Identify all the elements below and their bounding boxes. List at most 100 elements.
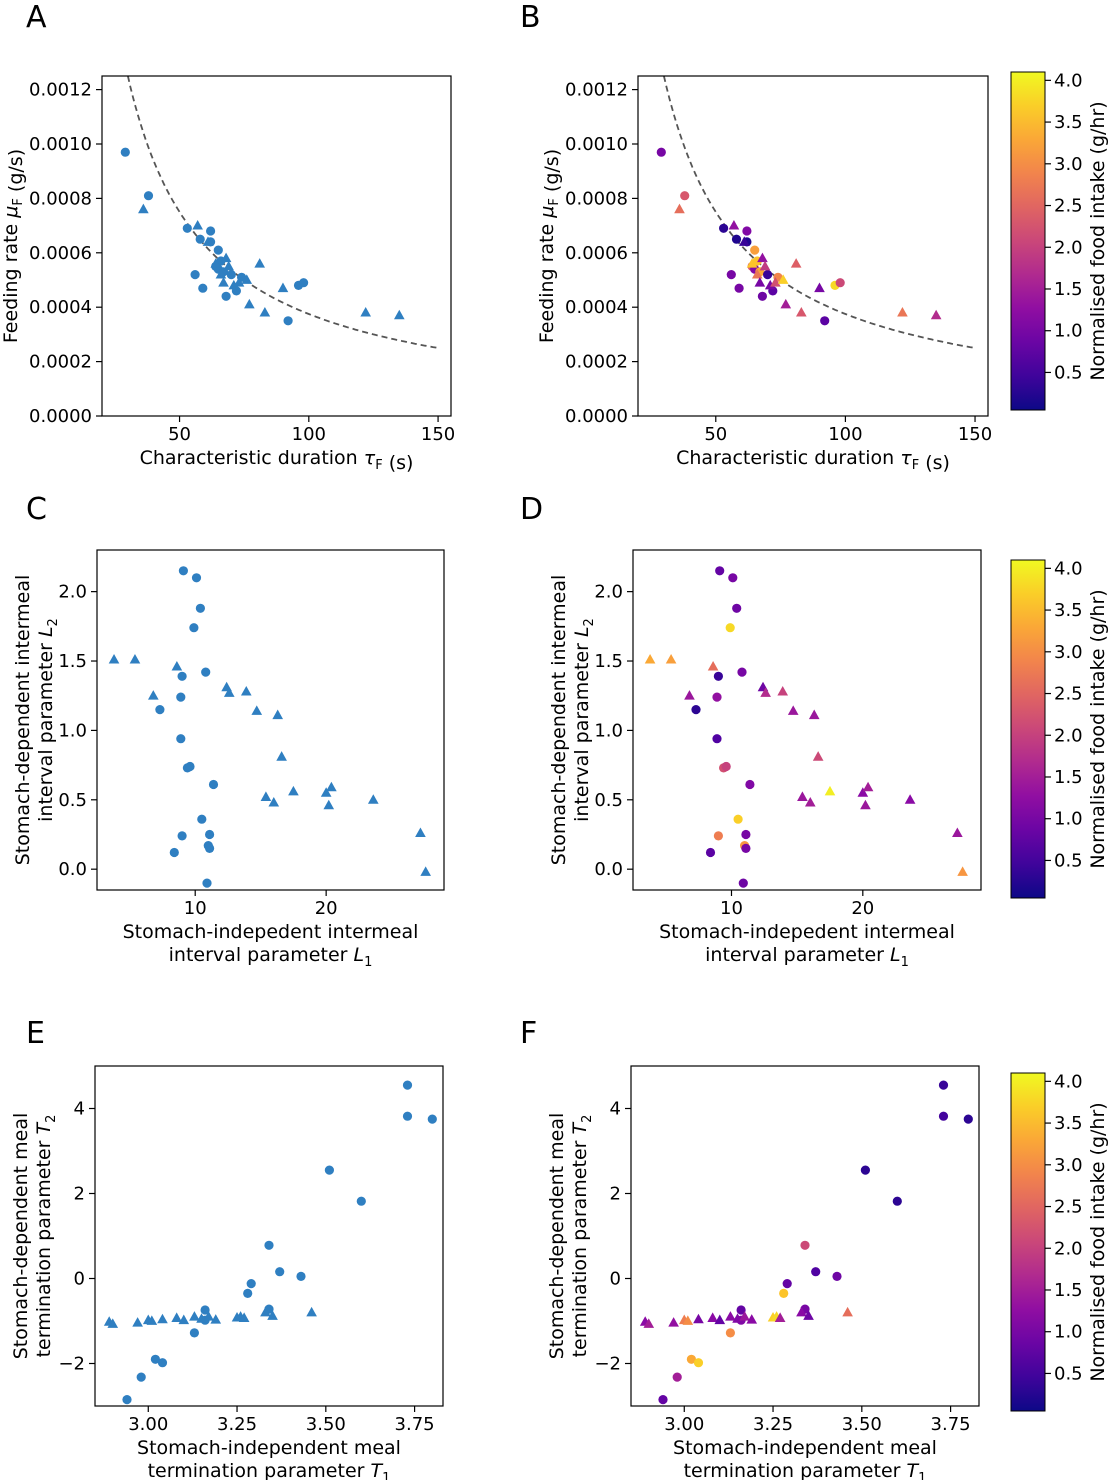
data-point-triangle	[260, 791, 272, 801]
data-point-circle	[726, 270, 736, 280]
y-axis-label-line: Stomach-dependent meal	[546, 1113, 568, 1360]
colorbar-label: Normalised food intake (g/hr)	[1087, 1102, 1109, 1381]
data-point-triangle	[228, 279, 240, 290]
y-tick-label: 2	[610, 1184, 621, 1205]
panel-f: 3.00 3.25 3.50 3.75 −2 0 2 4	[594, 1065, 980, 1435]
data-point-circle	[658, 1395, 668, 1405]
data-point-triangle	[323, 799, 335, 810]
y-axis-label-line: termination parameter T2	[33, 1115, 59, 1358]
data-point-circle	[283, 316, 293, 326]
data-point-triangle	[276, 751, 287, 761]
data-point-circle	[190, 270, 200, 280]
data-point-triangle	[210, 258, 222, 268]
data-point-circle	[299, 278, 309, 288]
y-tick-label: 0.0008	[565, 188, 628, 209]
data-point-triangle	[714, 1314, 726, 1325]
data-point-triangle	[320, 787, 332, 797]
y-axis-label-line: Stomach-dependent meal	[10, 1113, 32, 1360]
y-tick-label: 0.0004	[565, 297, 628, 318]
data-point-triangle	[728, 220, 740, 230]
data-point-circle	[725, 623, 735, 633]
data-point-triangle	[812, 751, 824, 761]
data-point-triangle	[367, 794, 379, 804]
data-point-triangle	[738, 236, 750, 246]
colorbar-tick-label: 1.5	[1054, 1280, 1083, 1301]
data-point-triangle	[268, 796, 280, 807]
data-point-circle	[264, 1240, 274, 1250]
data-point-triangle	[897, 307, 908, 317]
data-point-circle	[182, 223, 192, 233]
axes-frame	[630, 1065, 980, 1407]
y-tick-label: 1.0	[594, 720, 623, 741]
data-point-triangle	[707, 1312, 718, 1322]
data-point-triangle	[760, 687, 771, 697]
colorbar-tick-label: 1.5	[1054, 767, 1083, 788]
data-point-triangle	[808, 709, 820, 720]
data-point-triangle	[223, 260, 234, 271]
x-axis-label: Characteristic duration τF (s)	[140, 447, 414, 474]
y-tick-label: −2	[594, 1354, 621, 1375]
data-point-circle	[800, 1240, 810, 1250]
data-point-circle	[672, 1372, 682, 1382]
x-axis-label: Characteristic duration τF (s)	[676, 447, 950, 474]
data-point-circle	[686, 1354, 697, 1364]
data-point-circle	[226, 270, 236, 280]
data-point-circle	[705, 847, 716, 858]
data-point-triangle	[240, 685, 252, 696]
data-point-circle	[402, 1080, 413, 1090]
data-point-circle	[120, 147, 130, 157]
data-point-circle	[820, 316, 830, 326]
data-point-circle	[860, 1165, 871, 1175]
y-axis-label-line: interval parameter L2	[571, 618, 597, 822]
axes-frame	[94, 1065, 444, 1407]
y-axis-label: Feeding rate μF (g/s)	[0, 149, 27, 343]
data-point-triangle	[215, 268, 227, 279]
data-point-circle	[178, 566, 188, 576]
data-point-circle	[963, 1114, 973, 1124]
colorbar-tick-label: 1.0	[1054, 809, 1083, 830]
colorbar-gradient	[1010, 1072, 1046, 1412]
data-point-circle	[691, 705, 701, 715]
data-point-circle	[750, 245, 760, 255]
x-axis-label-line: Stomach-indepedent intermeal	[123, 921, 419, 943]
x-tick-label: 50	[704, 424, 727, 445]
y-axis-label-line: Feeding rate μF (g/s)	[536, 149, 563, 343]
data-point-triangle	[415, 827, 426, 838]
data-point-triangle	[930, 309, 942, 320]
colorbar-tick-label: 3.5	[1054, 600, 1083, 621]
y-axis-label-line: Feeding rate μF (g/s)	[0, 149, 27, 343]
colorbar-tick-label: 0.5	[1054, 850, 1083, 871]
data-point-triangle	[147, 690, 159, 700]
x-tick-label: 3.25	[217, 1414, 257, 1435]
data-point-triangle	[171, 660, 183, 671]
data-point-circle	[782, 1279, 792, 1289]
data-point-triangle	[725, 1311, 736, 1321]
colorbar-tick-label: 0.5	[1054, 362, 1083, 383]
x-tick-label: 10	[720, 898, 743, 919]
data-point-triangle	[842, 1306, 853, 1317]
data-point-triangle	[857, 787, 869, 797]
y-axis-label: Feeding rate μF (g/s)	[536, 149, 563, 343]
colorbar-tick-label: 2.5	[1054, 1197, 1083, 1218]
data-point-triangle	[751, 268, 763, 279]
data-point-triangle	[682, 1315, 694, 1325]
data-point-triangle	[770, 277, 781, 287]
data-point-circle	[811, 1267, 821, 1277]
data-point-circle	[157, 1358, 168, 1368]
data-point-circle	[721, 761, 731, 772]
data-point-triangle	[862, 781, 874, 792]
data-point-triangle	[754, 277, 766, 287]
data-point-circle	[712, 692, 722, 702]
colorbar-label: Normalised food intake (g/hr)	[1087, 589, 1109, 868]
data-point-circle	[195, 603, 205, 613]
data-point-circle	[206, 226, 216, 236]
data-point-triangle	[746, 258, 758, 268]
data-point-triangle	[259, 307, 271, 317]
data-point-triangle	[218, 277, 229, 287]
y-tick-label: 2.0	[594, 582, 623, 603]
data-point-circle	[150, 1354, 160, 1364]
